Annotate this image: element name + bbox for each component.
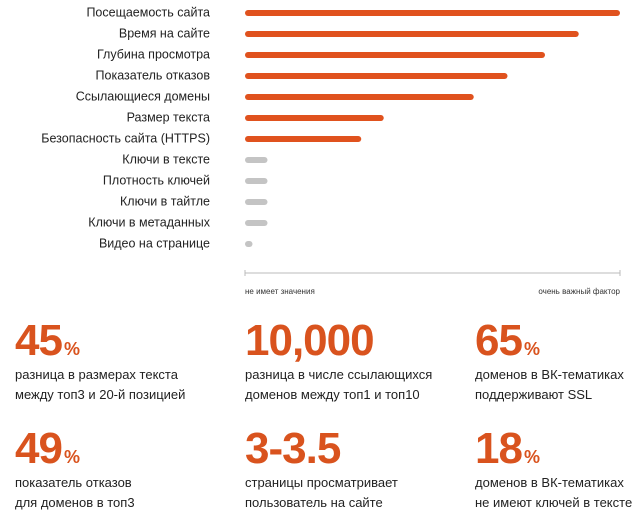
- bar-label: Плотность ключей: [103, 173, 210, 187]
- stat: 45 % разница в размерах текста между топ3 и…: [15, 316, 185, 402]
- stat-unit: %: [524, 447, 540, 467]
- stat-text: между топ3 и 20-й позицией: [15, 387, 185, 402]
- stat-text: показатель отказов: [15, 475, 132, 490]
- stat: 3-3.5 страницы просматривает пользователь …: [245, 424, 398, 510]
- stat: 18 % доменов в ВК-тематиках не имеют ключей…: [475, 424, 632, 510]
- stat-number: 45%: [15, 316, 80, 365]
- stat-text: пользователь на сайте: [245, 495, 383, 510]
- stat-number: 18%: [475, 424, 540, 473]
- tick-label: не имеет значения: [245, 287, 315, 296]
- bar-label: Ключи в тексте: [122, 152, 210, 166]
- stat: 10,000 разница в числе ссылающихся доменов…: [245, 316, 432, 402]
- bar-label: Размер текста: [127, 110, 210, 124]
- bar-label: Ссылающиеся домены: [76, 89, 210, 103]
- stat-unit: %: [64, 447, 80, 467]
- stat-number: 65%: [475, 316, 540, 365]
- stat-text: доменов в ВК-тематиках: [475, 475, 624, 490]
- bar-label: Посещаемость сайта: [86, 5, 210, 19]
- stat-number: 10,000: [245, 316, 374, 365]
- bar-label: Ключи в тайтле: [120, 194, 210, 208]
- tick-label: очень важный фактор: [538, 287, 620, 296]
- stat-value: 45: [15, 316, 62, 365]
- bar-label: Видео на странице: [99, 236, 210, 250]
- stat-number: 49%: [15, 424, 80, 473]
- bar-label: Показатель отказов: [96, 68, 211, 82]
- stat-text: не имеют ключей в тексте: [475, 495, 632, 510]
- bar-label: Время на сайте: [119, 26, 210, 40]
- stat-unit: %: [524, 339, 540, 359]
- stat-value: 10,000: [245, 316, 374, 365]
- stat: 65 % доменов в ВК-тематиках поддерживают SS…: [475, 316, 624, 402]
- stat-text: страницы просматривает: [245, 475, 398, 490]
- bar-label: Глубина просмотра: [97, 47, 210, 61]
- stat-number: 3-3.5: [245, 424, 341, 473]
- stat-value: 18: [475, 424, 522, 473]
- stat-value: 49: [15, 424, 62, 473]
- stat-text: доменов между топ1 и топ10: [245, 387, 420, 402]
- bar-label: Безопасность сайта (HTTPS): [41, 131, 210, 145]
- stat-text: разница в числе ссылающихся: [245, 367, 432, 382]
- stat-text: поддерживают SSL: [475, 387, 592, 402]
- stat-text: доменов в ВК-тематиках: [475, 367, 624, 382]
- bar-label: Ключи в метаданных: [88, 215, 210, 229]
- stat-text: разница в размерах текста: [15, 367, 179, 382]
- stat-value: 65: [475, 316, 522, 365]
- stat-value: 3-3.5: [245, 424, 341, 473]
- stat-unit: %: [64, 339, 80, 359]
- stat: 49 % показатель отказов для доменов в топ3: [15, 424, 135, 510]
- stat-text: для доменов в топ3: [15, 495, 135, 510]
